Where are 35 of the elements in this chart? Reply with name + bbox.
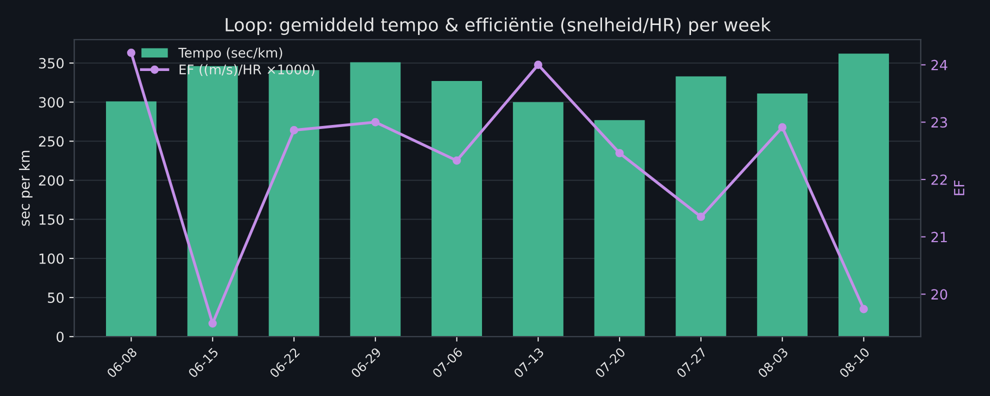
- y2-tick-label: 22: [931, 174, 947, 185]
- point: [208, 319, 217, 328]
- y-axis-title: sec per km: [19, 150, 32, 226]
- y2-tick-label: 21: [931, 232, 947, 242]
- point: [860, 304, 868, 314]
- point: [534, 60, 542, 69]
- y-tick-label: 200: [39, 175, 64, 186]
- point: [290, 126, 298, 134]
- point: [127, 48, 136, 57]
- y-tick-label: 350: [39, 58, 64, 69]
- bar: [676, 76, 726, 337]
- y-tick-label: 150: [40, 214, 64, 225]
- bar: [512, 102, 564, 337]
- y2-tick-label: 23: [931, 117, 947, 128]
- y2-tick-label: 24: [931, 60, 948, 70]
- point: [452, 156, 461, 165]
- bar: [432, 81, 482, 337]
- bar: [757, 94, 808, 337]
- point: [371, 118, 380, 126]
- y-tick-label: 300: [39, 97, 64, 108]
- bar: [350, 62, 401, 337]
- point: [615, 148, 624, 158]
- legend-label: Tempo (sec/km): [178, 48, 282, 60]
- y-tick-label: 0: [56, 332, 64, 342]
- point: [696, 212, 706, 221]
- y2-tick-label: 20: [931, 289, 948, 300]
- y-tick-label: 50: [48, 292, 64, 303]
- bar: [106, 101, 156, 337]
- point: [778, 123, 787, 132]
- y-tick-label: 100: [40, 253, 64, 264]
- y-tick-label: 250: [39, 136, 64, 147]
- chart-title: Loop: gemiddeld tempo & efficiëntie (snelheid/HR) per week: [226, 18, 771, 36]
- bar: [594, 120, 645, 337]
- y2-axis-title: EF: [954, 180, 964, 196]
- bar: [838, 54, 889, 337]
